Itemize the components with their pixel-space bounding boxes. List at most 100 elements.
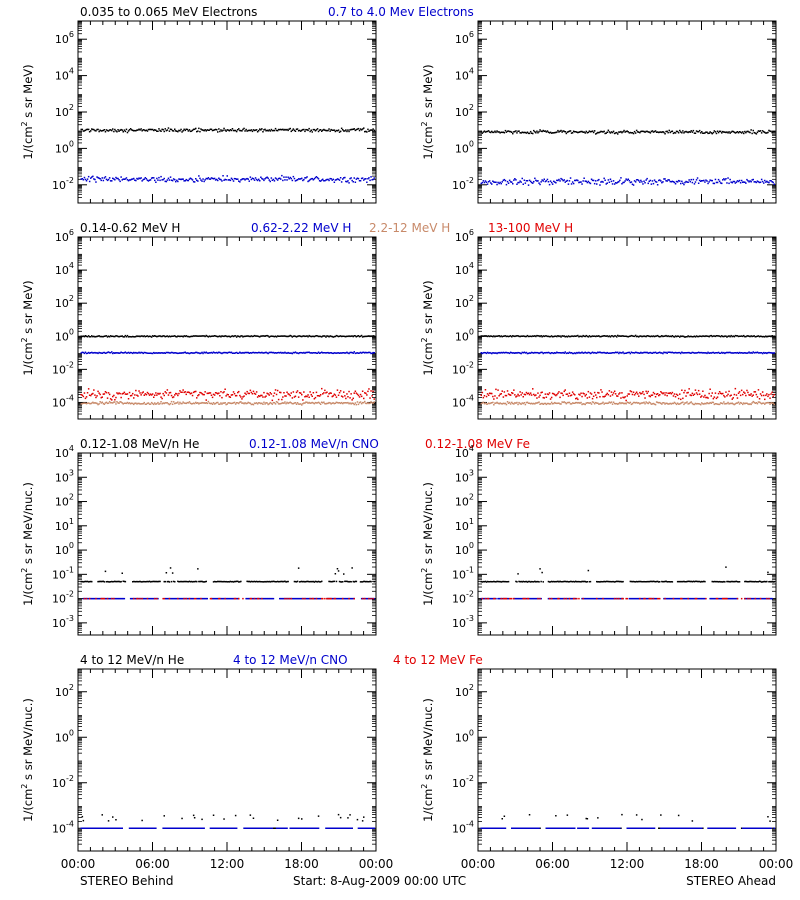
data-point (207, 392, 210, 395)
data-point (342, 352, 344, 354)
data-point (232, 597, 235, 600)
data-point (519, 132, 521, 134)
data-point (212, 178, 215, 180)
data-point (755, 402, 758, 404)
data-point (602, 395, 604, 398)
data-point (150, 336, 153, 338)
data-point (599, 403, 601, 405)
data-point (729, 335, 731, 338)
data-point (541, 351, 543, 354)
data-point (734, 182, 737, 184)
data-point (654, 351, 657, 354)
data-point (311, 352, 313, 354)
data-point (154, 129, 156, 131)
data-point (223, 580, 225, 583)
data-point (187, 597, 190, 600)
data-point (202, 178, 204, 180)
data-point (197, 180, 199, 182)
data-point (165, 572, 168, 574)
series-black-points (80, 334, 375, 338)
data-point (702, 335, 704, 337)
data-point (222, 335, 224, 337)
data-point (189, 581, 192, 583)
data-point (159, 335, 161, 337)
data-point (568, 130, 571, 132)
data-point (332, 580, 334, 583)
data-point (768, 335, 770, 337)
data-point (357, 127, 360, 130)
data-point (216, 178, 218, 181)
data-point (494, 335, 496, 338)
data-point (247, 392, 249, 395)
data-point (524, 403, 527, 406)
data-point (123, 336, 126, 338)
data-point (145, 393, 148, 396)
data-point (165, 180, 168, 183)
data-point (748, 403, 750, 406)
data-point (232, 129, 235, 132)
data-point (373, 398, 375, 400)
data-point (150, 352, 153, 355)
data-point (267, 130, 269, 132)
y-tick-label: 104 (55, 261, 74, 277)
data-point (669, 392, 671, 394)
data-point (503, 178, 506, 181)
data-point (290, 392, 292, 394)
data-point (517, 403, 519, 406)
data-point (732, 335, 734, 337)
data-point (348, 352, 350, 355)
data-point (233, 401, 236, 404)
data-point (700, 396, 702, 398)
data-point (128, 402, 131, 404)
data-point (658, 131, 660, 134)
data-point (144, 393, 147, 395)
data-point (134, 352, 136, 354)
data-point (156, 335, 158, 338)
data-point (180, 391, 182, 393)
data-point (271, 399, 274, 402)
data-point (289, 394, 291, 397)
data-point (591, 179, 594, 182)
data-point (294, 335, 297, 338)
data-point (158, 128, 160, 130)
data-point (247, 401, 249, 404)
data-point (263, 391, 265, 394)
data-point (553, 393, 555, 395)
data-point (569, 352, 572, 354)
data-point (280, 391, 282, 394)
data-point (734, 387, 737, 390)
data-point (346, 130, 348, 133)
data-point (533, 352, 535, 354)
data-point (564, 336, 566, 338)
data-point (87, 335, 90, 337)
data-point (727, 351, 729, 354)
data-point (501, 335, 503, 338)
data-point (723, 394, 725, 397)
data-point (292, 335, 295, 337)
data-point (176, 352, 178, 354)
data-point (498, 395, 500, 397)
data-point (368, 130, 370, 132)
data-point (160, 396, 162, 398)
data-point (167, 336, 170, 338)
data-point (107, 597, 110, 600)
data-point (584, 335, 586, 338)
data-point (761, 352, 764, 355)
data-point (747, 352, 749, 354)
data-point (601, 391, 603, 393)
data-point (139, 392, 141, 394)
data-point (85, 180, 88, 182)
data-point (117, 352, 119, 354)
data-point (603, 351, 605, 354)
data-point (210, 402, 213, 405)
data-point (681, 132, 683, 134)
data-point (292, 128, 295, 130)
data-point (353, 177, 355, 179)
data-point (104, 176, 107, 178)
data-point (158, 403, 160, 405)
data-point (635, 351, 638, 354)
data-point (206, 597, 208, 600)
data-point (650, 394, 653, 396)
data-point (145, 597, 148, 600)
y-tick-label: 104 (55, 444, 74, 460)
